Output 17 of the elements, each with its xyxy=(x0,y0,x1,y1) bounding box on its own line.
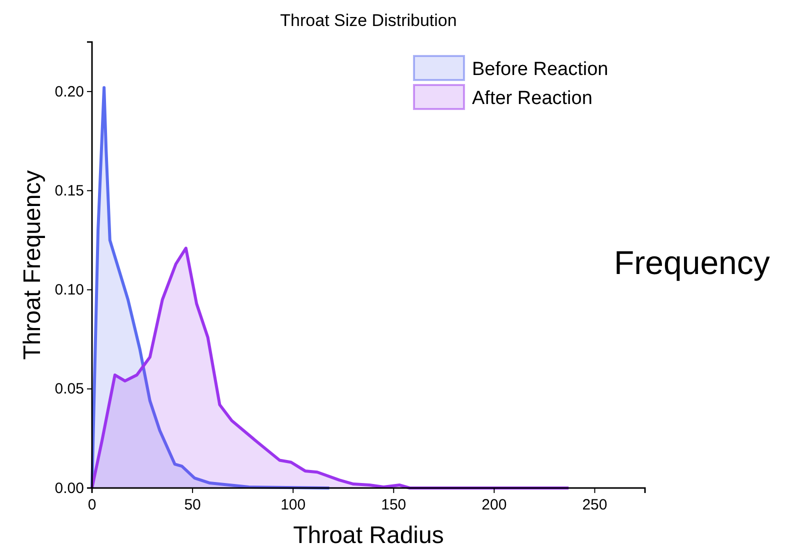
annotation: Frequency xyxy=(614,244,770,281)
x-axis-title: Throat Radius xyxy=(293,522,444,549)
y-tick-label: 0.05 xyxy=(54,380,84,398)
y-tick-label: 0.00 xyxy=(54,480,84,497)
y-tick-label: 0.10 xyxy=(54,282,84,299)
y-axis-title: Throat Frequency xyxy=(19,170,46,360)
x-tick-label: 200 xyxy=(482,496,507,514)
chart-title: Throat Size Distribution xyxy=(280,11,457,30)
y-tick-label: 0.15 xyxy=(54,182,84,200)
x-tick-label: 100 xyxy=(280,496,306,514)
x-tick-label: 0 xyxy=(88,496,96,514)
x-tick-label: 250 xyxy=(582,496,608,514)
legend-label: Before Reaction xyxy=(472,59,608,80)
legend-label: After Reaction xyxy=(472,88,592,109)
x-tick-label: 150 xyxy=(381,496,406,514)
y-tick-label: 0.20 xyxy=(54,83,84,100)
x-tick-label: 50 xyxy=(184,496,201,514)
